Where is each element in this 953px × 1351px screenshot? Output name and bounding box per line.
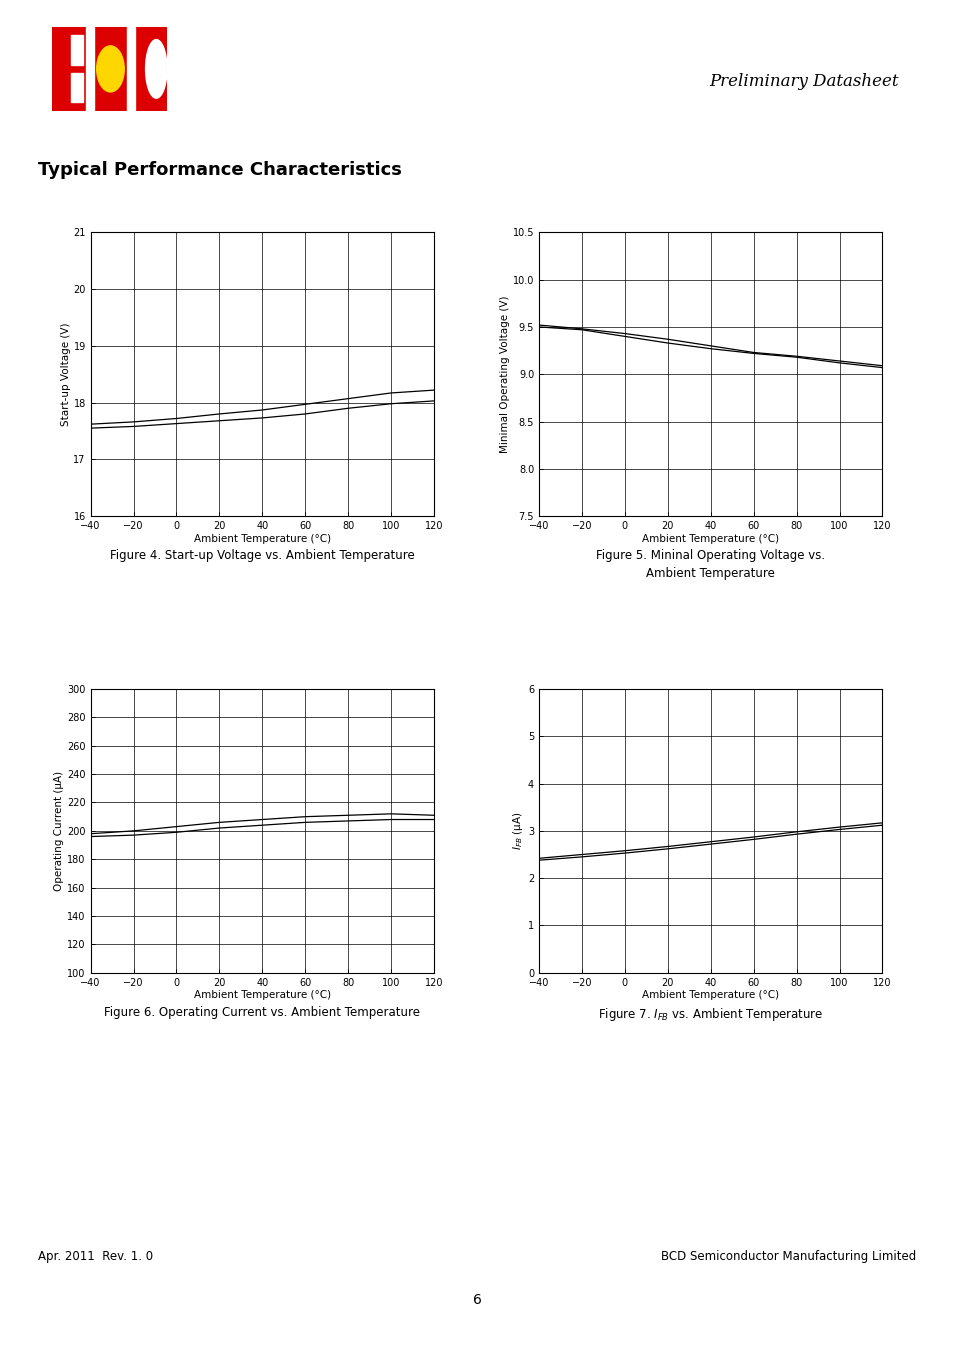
X-axis label: Ambient Temperature (°C): Ambient Temperature (°C): [193, 534, 331, 543]
Bar: [52, 69, 86, 111]
X-axis label: Ambient Temperature (°C): Ambient Temperature (°C): [641, 534, 779, 543]
Ellipse shape: [96, 46, 124, 92]
Ellipse shape: [146, 39, 167, 99]
Text: AP1680: AP1680: [845, 124, 902, 138]
Bar: [86, 27, 93, 111]
Bar: [71, 35, 83, 65]
Bar: [93, 27, 127, 111]
Bar: [134, 27, 153, 111]
Bar: [52, 27, 71, 111]
Text: BCD Semiconductor Manufacturing Limited: BCD Semiconductor Manufacturing Limited: [659, 1250, 915, 1263]
Text: Figure 5. Mininal Operating Voltage vs.: Figure 5. Mininal Operating Voltage vs.: [596, 549, 824, 562]
Text: Preliminary Datasheet: Preliminary Datasheet: [708, 73, 898, 91]
Text: Apr. 2011  Rev. 1. 0: Apr. 2011 Rev. 1. 0: [38, 1250, 153, 1263]
Y-axis label: Minimal Operating Voltage (V): Minimal Operating Voltage (V): [499, 296, 509, 453]
Text: Figure 6. Operating Current vs. Ambient Temperature: Figure 6. Operating Current vs. Ambient …: [104, 1006, 420, 1020]
Text: LOW-POWER OFF-LINE PRIMARY SIDE REGULATION CONTROLLER: LOW-POWER OFF-LINE PRIMARY SIDE REGULATI…: [51, 124, 533, 138]
Y-axis label: $I_{FB}$ (μA): $I_{FB}$ (μA): [511, 812, 524, 850]
Text: Typical Performance Characteristics: Typical Performance Characteristics: [38, 161, 401, 178]
Bar: [134, 27, 167, 111]
Text: 6: 6: [472, 1293, 481, 1306]
Text: Figure 4. Start-up Voltage vs. Ambient Temperature: Figure 4. Start-up Voltage vs. Ambient T…: [110, 549, 415, 562]
Text: Figure 7. $I_{FB}$ vs. Ambient Temperature: Figure 7. $I_{FB}$ vs. Ambient Temperatu…: [598, 1006, 822, 1024]
Bar: [71, 73, 83, 103]
Bar: [52, 27, 86, 69]
X-axis label: Ambient Temperature (°C): Ambient Temperature (°C): [641, 990, 779, 1000]
Y-axis label: Operating Current (μA): Operating Current (μA): [54, 771, 64, 890]
Y-axis label: Start-up Voltage (V): Start-up Voltage (V): [61, 323, 71, 426]
X-axis label: Ambient Temperature (°C): Ambient Temperature (°C): [193, 990, 331, 1000]
Bar: [127, 27, 134, 111]
Text: Ambient Temperature: Ambient Temperature: [645, 567, 775, 581]
